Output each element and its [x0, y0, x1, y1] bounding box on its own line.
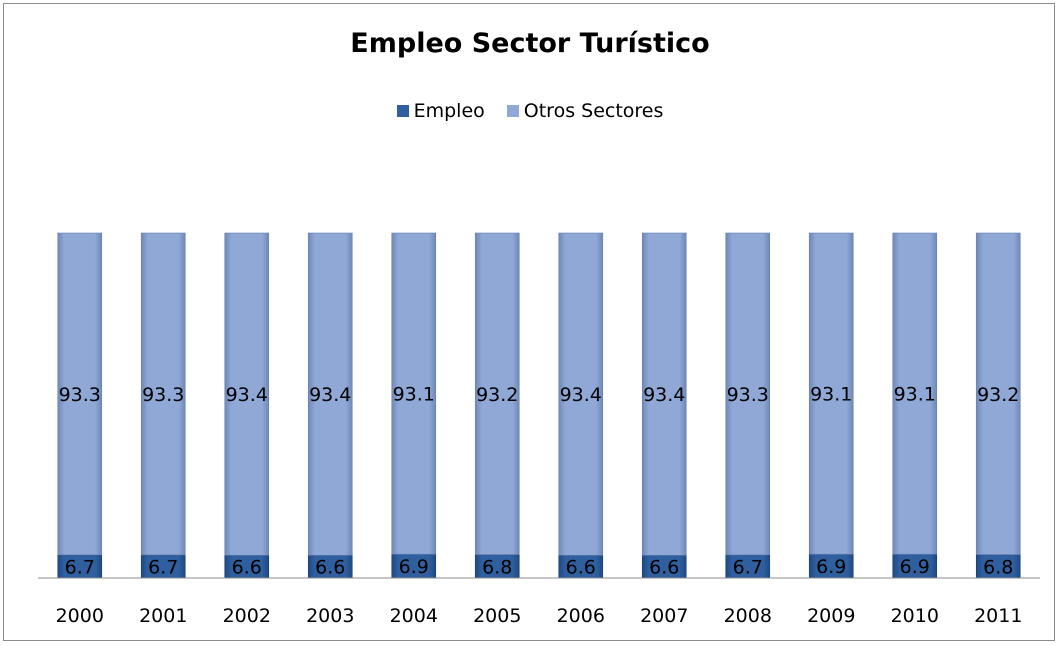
data-label-otros-sectores-2001: 93.3: [142, 384, 184, 406]
x-tick-label-2009: 2009: [807, 605, 855, 627]
x-tick-label-2004: 2004: [390, 605, 438, 627]
legend-swatch-empleo: [396, 105, 409, 117]
x-tick-label-2003: 2003: [306, 605, 354, 627]
data-label-empleo-2007: 6.6: [649, 557, 679, 579]
bar-otros-sectores-2004: [391, 232, 437, 555]
bar-otros-sectores-2011: [975, 232, 1021, 555]
data-label-empleo-2001: 6.7: [148, 556, 178, 578]
bar-otros-sectores-2002: [224, 232, 270, 556]
chart-legend: Empleo Otros Sectores: [0, 100, 1060, 122]
bar-otros-sectores-2008: [725, 232, 771, 556]
legend-swatch-otros-sectores: [506, 105, 519, 117]
data-label-empleo-2003: 6.6: [315, 557, 345, 579]
data-label-otros-sectores-2005: 93.2: [476, 384, 518, 406]
data-label-empleo-2006: 6.6: [566, 557, 596, 579]
data-label-otros-sectores-2011: 93.2: [977, 384, 1019, 406]
x-tick-label-2005: 2005: [473, 605, 521, 627]
legend-label-empleo: Empleo: [413, 100, 485, 122]
data-label-otros-sectores-2006: 93.4: [560, 384, 602, 406]
data-label-otros-sectores-2009: 93.1: [810, 384, 852, 406]
x-tick-label-2001: 2001: [139, 605, 187, 627]
x-tick-label-2002: 2002: [223, 605, 271, 627]
bar-otros-sectores-2005: [474, 232, 520, 555]
chart-title: Empleo Sector Turístico: [350, 28, 710, 59]
data-label-otros-sectores-2002: 93.4: [226, 384, 268, 406]
data-label-otros-sectores-2010: 93.1: [894, 384, 936, 406]
x-tick-label-2006: 2006: [557, 605, 605, 627]
data-label-empleo-2000: 6.7: [65, 556, 95, 578]
bar-otros-sectores-2003: [307, 232, 353, 556]
data-label-empleo-2005: 6.8: [482, 556, 512, 578]
bar-otros-sectores-2006: [558, 232, 604, 556]
x-tick-label-2000: 2000: [56, 605, 104, 627]
x-tick-label-2008: 2008: [724, 605, 772, 627]
data-label-empleo-2008: 6.7: [733, 556, 763, 578]
bar-otros-sectores-2001: [140, 232, 186, 556]
bar-otros-sectores-2010: [892, 232, 938, 555]
x-tick-label-2007: 2007: [640, 605, 688, 627]
legend-item-otros-sectores: Otros Sectores: [506, 100, 664, 122]
data-label-otros-sectores-2007: 93.4: [643, 384, 685, 406]
data-label-empleo-2004: 6.9: [399, 556, 429, 578]
data-label-otros-sectores-2004: 93.1: [393, 384, 435, 406]
bar-otros-sectores-2007: [641, 232, 687, 556]
bar-otros-sectores-2000: [57, 232, 103, 556]
data-label-empleo-2010: 6.9: [900, 556, 930, 578]
data-label-otros-sectores-2008: 93.3: [727, 384, 769, 406]
data-label-otros-sectores-2003: 93.4: [309, 384, 351, 406]
data-label-empleo-2009: 6.9: [816, 556, 846, 578]
data-label-empleo-2002: 6.6: [232, 557, 262, 579]
legend-label-otros-sectores: Otros Sectores: [523, 100, 664, 122]
data-label-empleo-2011: 6.8: [983, 556, 1013, 578]
bar-otros-sectores-2009: [808, 232, 854, 555]
x-tick-label-2010: 2010: [891, 605, 939, 627]
data-label-otros-sectores-2000: 93.3: [59, 384, 101, 406]
x-tick-label-2011: 2011: [974, 605, 1022, 627]
legend-item-empleo: Empleo: [396, 100, 485, 122]
